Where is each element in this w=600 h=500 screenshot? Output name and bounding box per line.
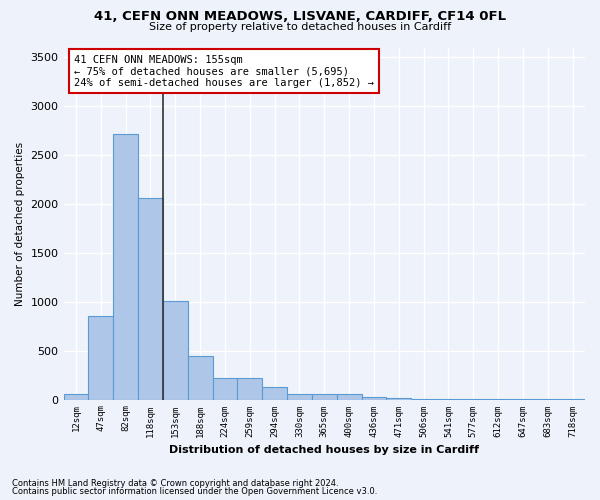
Text: 41 CEFN ONN MEADOWS: 155sqm
← 75% of detached houses are smaller (5,695)
24% of : 41 CEFN ONN MEADOWS: 155sqm ← 75% of det… (74, 54, 374, 88)
Bar (163, 301, 188, 400)
Bar (287, 394, 312, 400)
Y-axis label: Number of detached properties: Number of detached properties (15, 142, 25, 306)
Bar (113, 134, 138, 400)
Bar (362, 396, 386, 400)
Bar (88, 316, 113, 400)
Bar (138, 198, 163, 400)
Bar (188, 356, 212, 400)
Text: Contains HM Land Registry data © Crown copyright and database right 2024.: Contains HM Land Registry data © Crown c… (12, 478, 338, 488)
Bar (436, 399, 461, 400)
X-axis label: Distribution of detached houses by size in Cardiff: Distribution of detached houses by size … (169, 445, 479, 455)
Bar (386, 398, 411, 400)
Text: Contains public sector information licensed under the Open Government Licence v3: Contains public sector information licen… (12, 487, 377, 496)
Bar (64, 394, 88, 400)
Text: Size of property relative to detached houses in Cardiff: Size of property relative to detached ho… (149, 22, 451, 32)
Text: 41, CEFN ONN MEADOWS, LISVANE, CARDIFF, CF14 0FL: 41, CEFN ONN MEADOWS, LISVANE, CARDIFF, … (94, 10, 506, 23)
Bar (337, 394, 362, 400)
Bar (262, 387, 287, 400)
Bar (312, 394, 337, 400)
Bar (238, 378, 262, 400)
Bar (212, 378, 238, 400)
Bar (411, 398, 436, 400)
